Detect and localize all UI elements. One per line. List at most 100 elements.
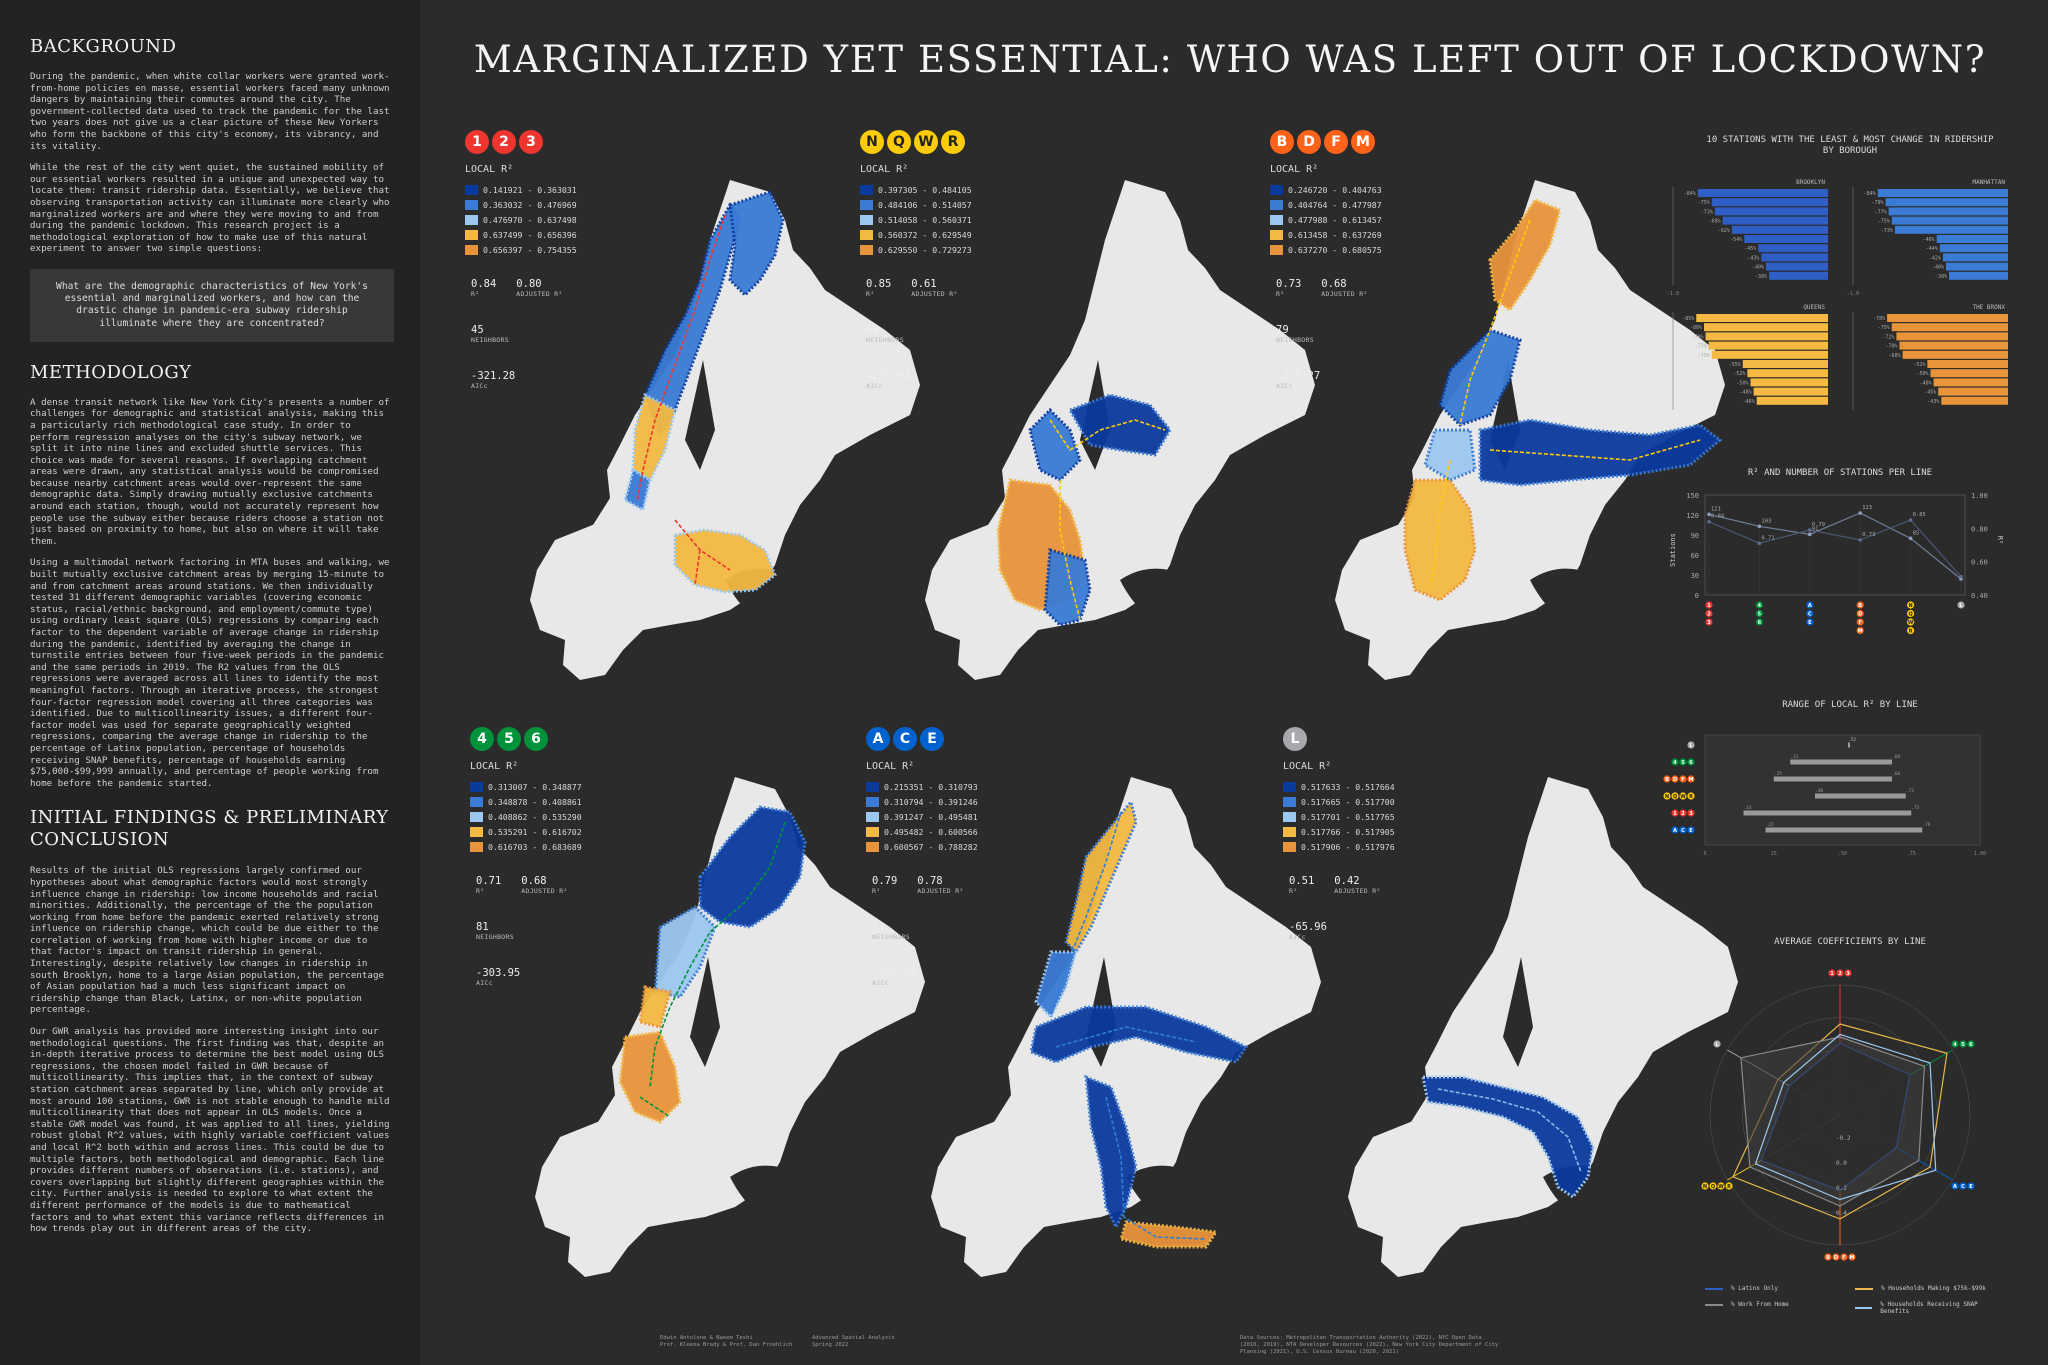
bar-value-label: -55%	[1729, 362, 1741, 368]
r2-label: R²	[476, 887, 485, 895]
legend-swatch	[1270, 199, 1283, 210]
legend-swatch	[860, 244, 873, 255]
line-bullet-letter: Q	[1908, 612, 1912, 618]
legend-range: 0.404764 - 0.477987	[1288, 199, 1382, 210]
legend-row: 0.391247 - 0.495481	[866, 809, 978, 824]
map-nqwr	[925, 180, 1315, 680]
map-base	[563, 180, 920, 680]
bar-value-label: -42%	[1929, 255, 1941, 261]
line-bullet: B	[1270, 130, 1294, 154]
route-line-123	[636, 214, 731, 586]
line-bullet-letter: 2	[1838, 971, 1842, 977]
y-tick-label: 0	[1695, 592, 1699, 600]
route-line-l	[1437, 1088, 1582, 1173]
legend-range: 0.517766 - 0.517905	[1301, 826, 1395, 837]
legend-row: 0.313007 - 0.348877	[470, 779, 582, 794]
bar-station	[1902, 350, 2008, 359]
radar-tick-label: 0.2	[1836, 1185, 1847, 1192]
legend-row: 0.613458 - 0.637269	[1270, 227, 1382, 242]
map-jamaica-bay	[1120, 568, 1220, 629]
x-tick-label: 0	[1703, 851, 1706, 857]
bar-station	[1758, 244, 1828, 253]
footer-sources: Data Sources: Metropolitan Transportatio…	[1240, 1335, 1499, 1355]
point-r2	[1858, 538, 1862, 542]
line-bullet: M	[1351, 130, 1375, 154]
legend-swatch	[1283, 826, 1296, 837]
bar-value-label: -75%	[1698, 200, 1710, 206]
map-staten-island	[1348, 1117, 1438, 1237]
line-bullet-icon	[1828, 969, 1836, 977]
bar-value-label: -70%	[1885, 344, 1897, 350]
y-axis-label: Stations	[1669, 533, 1677, 567]
radar-legend: % Latinx Only % Households Making $75k-$9…	[1705, 1285, 2005, 1315]
line-bullet-letter: E	[1689, 828, 1693, 834]
neighbors-value: 79	[1276, 324, 1289, 336]
bar-value-label: -79%	[1872, 200, 1884, 206]
legend-swatch	[1855, 1307, 1873, 1309]
line-bullet-letter: F	[1842, 1255, 1845, 1261]
point-label-stations: 103	[1761, 518, 1771, 524]
map-staten-island	[1335, 520, 1425, 640]
y-tick-label: 120	[1686, 512, 1699, 520]
line-bullet: Q	[887, 130, 911, 154]
range-min-label: .31	[1790, 754, 1798, 760]
model-stats: 0.73 R² 0.68 ADJUSTED R² 79 NEIGHBORS -476.27 A…	[1276, 278, 1368, 390]
line-bullet-letter: L	[1959, 603, 1963, 609]
legend-swatch	[1270, 229, 1283, 240]
line-bullet-letter: 6	[1758, 620, 1762, 626]
line-bullet-letter: C	[1808, 612, 1812, 618]
legend-row: 0.637499 - 0.656396	[465, 227, 577, 242]
map-jamaica-bay	[1126, 1165, 1226, 1226]
map-east-river	[1503, 957, 1533, 1067]
line-bullet-letter: Q	[1673, 794, 1677, 800]
legend-row: 0.141921 - 0.363031	[465, 182, 577, 197]
legend-title: LOCAL R²	[465, 164, 514, 175]
line-bullet: L	[1283, 727, 1307, 751]
legend: 0.517633 - 0.517664 0.517665 - 0.517700 0.…	[1283, 779, 1395, 854]
point-label-r2: 0.71	[1761, 535, 1774, 541]
line-bullet-letter: W	[1718, 1184, 1724, 1190]
bar-value-label: -75%	[1878, 325, 1890, 331]
y2-tick-label: 1.00	[1971, 492, 1988, 500]
point-r2	[1808, 528, 1812, 532]
line-bullet-letter: R	[1689, 794, 1693, 800]
legend-row: 0.616703 - 0.683689	[470, 839, 582, 854]
legend-range: 0.560372 - 0.629549	[878, 229, 972, 240]
radar-legend-item: % Households Making $75k-$99k	[1855, 1285, 1986, 1292]
legend-swatch	[860, 214, 873, 225]
legend-title: LOCAL R²	[470, 761, 519, 772]
legend-range: 0.656397 - 0.754355	[483, 244, 577, 255]
bar-value-label: -48%	[1740, 390, 1752, 396]
adjusted-r2-label: ADJUSTED R²	[516, 290, 563, 298]
map-bdfm	[1335, 180, 1725, 680]
bar-station	[1885, 198, 2008, 207]
map-jamaica-bay	[730, 1165, 830, 1226]
line-bullet-letter: 5	[1758, 612, 1762, 618]
legend-row: 0.310794 - 0.391246	[866, 794, 978, 809]
adjusted-r2-label: ADJUSTED R²	[1334, 887, 1381, 895]
point-r2	[1908, 518, 1913, 522]
bar-value-label: -40%	[1932, 265, 1944, 271]
y-tick-label: 30	[1691, 572, 1699, 580]
adjusted-r2-value: 0.80	[516, 278, 542, 290]
chart-range-r2: .52.52L.31.684 5 6.25.68B D F M.40.73N Q W R.14.…	[1663, 734, 1986, 857]
range-max-label: .79	[1922, 822, 1930, 828]
catchment-123-3	[623, 467, 652, 513]
point-r2	[1757, 541, 1762, 546]
chart-title-r2-stations: R² AND NUMBER OF STATIONS PER LINE	[1747, 468, 1933, 478]
legend: 0.246720 - 0.404763 0.404764 - 0.477987 0.…	[1270, 182, 1382, 257]
line-bullet-letter: 6	[1969, 1042, 1973, 1048]
r2-label: R²	[1276, 290, 1285, 298]
bar-station	[1769, 271, 1828, 280]
line-bullet-icon	[1856, 609, 1864, 618]
line-bullet: 2	[492, 130, 516, 154]
legend-range: 0.215351 - 0.310793	[884, 781, 978, 792]
bar-station	[1896, 332, 2008, 341]
bar-value-label: -45%	[1744, 246, 1756, 252]
legend: 0.397305 - 0.484105 0.484106 - 0.514057 0.…	[860, 182, 972, 257]
bar-value-label: -43%	[1747, 255, 1759, 261]
map-ace	[931, 777, 1321, 1277]
range-max-label: .73	[1906, 788, 1914, 794]
